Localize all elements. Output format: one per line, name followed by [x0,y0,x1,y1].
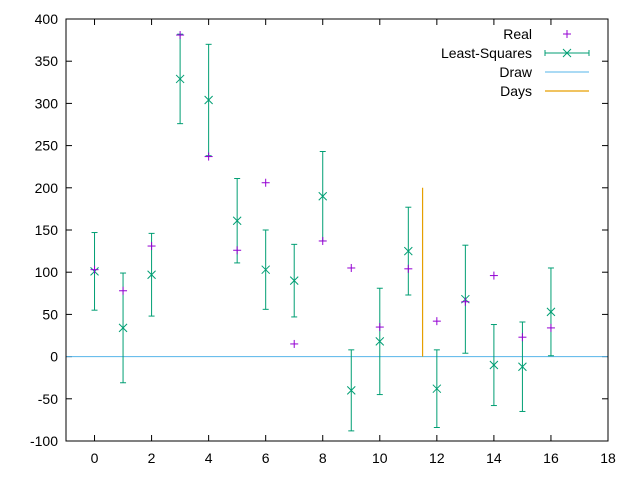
least-squares-point [403,206,413,296]
y-tick-label: 150 [35,222,59,238]
legend-label-draw: Draw [499,64,533,80]
x-tick-label: 18 [600,450,616,466]
real-point [318,236,327,245]
x-marker-b [546,307,556,317]
x-tick-label: 0 [91,450,99,466]
x-marker-b [147,270,156,280]
real-point [518,333,527,342]
real-point [290,339,299,348]
y-tick-label: 0 [50,349,58,365]
x-marker-b [318,191,328,201]
y-tick-label: -50 [38,391,58,407]
x-tick-label: 10 [372,450,388,466]
real-point [119,286,128,295]
x-tick-label: 12 [429,450,445,466]
real-point [404,264,413,273]
y-tick-label: 100 [35,264,59,280]
least-squares-point [261,229,271,310]
legend-label-days: Days [500,83,532,99]
legend-ls-x-b [562,48,572,58]
x-marker-b [346,386,356,395]
x-tick-label: 2 [148,450,156,466]
x-marker-b [403,246,413,256]
least-squares-point [175,33,185,125]
real-point [204,152,213,161]
x-marker-b [432,384,442,394]
real-point [176,31,185,40]
x-marker-b [489,360,499,370]
x-tick-label: 4 [205,450,213,466]
x-marker-b [289,276,299,285]
least-squares-point [432,349,442,428]
x-tick-label: 16 [543,450,559,466]
least-squares-point [318,151,328,242]
y-tick-label: 200 [35,180,59,196]
axes: 0 2 4 6 8 10 12 14 16 18 -100 -50 0 50 100 150 200 250 300… [30,11,616,466]
plot-frame [65,18,609,442]
x-tick-label: 6 [262,450,270,466]
real-point [375,323,384,332]
real-point [90,265,99,274]
x-marker-b [518,362,527,372]
x-tick-label: 8 [319,450,327,466]
plot-area [66,31,608,432]
x-marker-b [232,216,242,226]
least-squares-point [489,324,499,407]
legend-label-least-squares: Least-Squares [441,45,532,61]
real-point [147,242,156,251]
x-marker-b [204,95,213,105]
y-tick-label: 300 [35,95,59,111]
x-marker-b [261,265,271,275]
x-marker-b [118,323,128,333]
real-point [432,317,441,326]
y-tick-label: 250 [35,138,59,154]
x-marker-b [175,74,185,84]
least-squares-point [375,287,385,396]
least-squares-point [204,43,213,157]
least-squares-point [289,243,299,318]
y-tick-label: -100 [30,433,58,449]
legend-least-squares-marker [544,48,590,58]
real-point [461,297,470,306]
real-point [233,246,242,255]
real-point [261,178,270,187]
y-tick-label: 50 [42,306,58,322]
legend-real-marker [563,30,571,38]
real-point [546,323,555,332]
legend-label-real: Real [503,26,532,42]
y-tick-label: 400 [35,11,59,27]
real-point [347,263,356,272]
legend: Real Least-Squares Draw Days [441,26,590,99]
least-squares-point [546,267,556,357]
real-point [489,271,498,280]
least-squares-point [346,349,356,432]
x-tick-label: 14 [486,450,502,466]
y-tick-label: 350 [35,53,59,69]
x-marker-b [375,337,385,346]
